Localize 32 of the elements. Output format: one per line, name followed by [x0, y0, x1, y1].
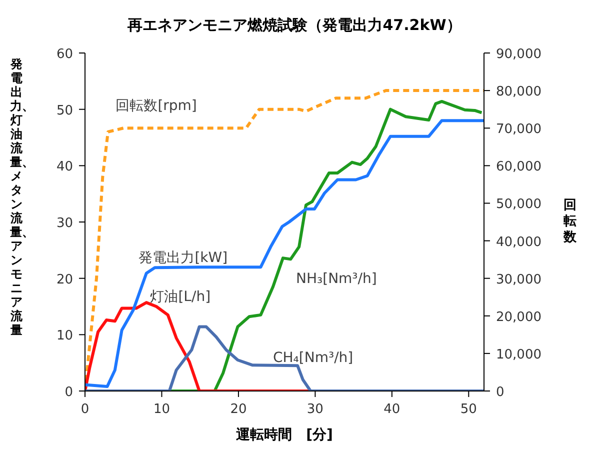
- x-tick-label: 50: [460, 402, 477, 417]
- y-tick-label: 60: [56, 47, 73, 62]
- x-tick-label: 0: [80, 402, 90, 417]
- chart-title: 再エネアンモニア燃焼試験（発電出力47.2kW）: [126, 16, 462, 35]
- y2-axis-title: 回転数: [563, 198, 577, 246]
- x-tick-label: 30: [306, 402, 324, 417]
- series-label: NH₃[Nm³/h]: [296, 271, 377, 288]
- y2-tick-label: 70,000: [496, 122, 542, 138]
- x-tick-label: 10: [153, 402, 170, 417]
- text: 発電出力、灯油流量、メタン流量、アンモニア流量: [10, 57, 34, 337]
- x-axis-title: 運転時間 [分]: [235, 426, 334, 444]
- y-tick-label: 0: [64, 385, 73, 400]
- y2-tick-label: 60,000: [496, 160, 542, 175]
- y-tick-label: 20: [56, 272, 73, 288]
- y2-tick-label: 20,000: [496, 310, 542, 325]
- series-label: 灯油[L/h]: [150, 288, 211, 306]
- y2-tick-label: 40,000: [496, 234, 542, 250]
- y2-tick-label: 0: [496, 385, 504, 400]
- series-label: 発電出力[kW]: [138, 248, 228, 267]
- y2-tick-label: 30,000: [496, 272, 542, 288]
- y-tick-label: 40: [56, 160, 73, 175]
- series-label: 回転数[rpm]: [116, 97, 197, 116]
- y2-tick-label: 80,000: [496, 84, 542, 100]
- y2-tick-label: 10,000: [496, 347, 542, 362]
- y-tick-label: 50: [56, 103, 73, 118]
- x-tick-label: 40: [384, 402, 400, 417]
- y-tick-label: 10: [56, 328, 73, 344]
- y2-tick-label: 50,000: [496, 197, 542, 212]
- y-tick-label: 30: [56, 216, 73, 231]
- y2-tick-label: 90,000: [496, 47, 542, 62]
- x-tick-label: 20: [230, 402, 247, 417]
- series-label: CH₄[Nm³/h]: [272, 350, 354, 366]
